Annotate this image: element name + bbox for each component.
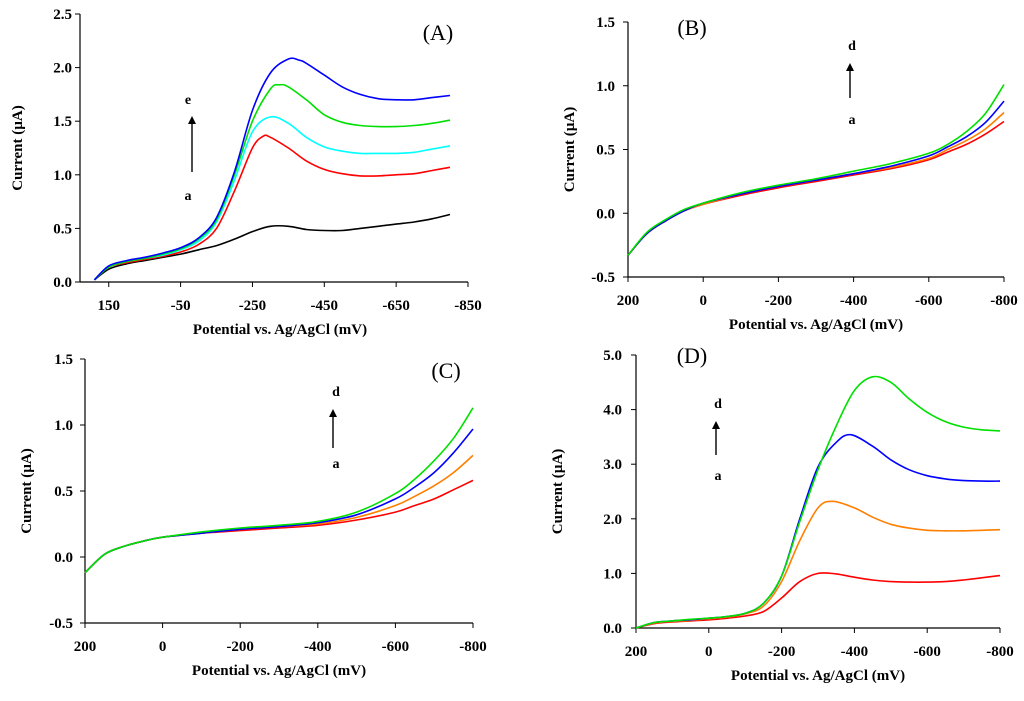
- y-tick-label: -0.5: [49, 616, 73, 632]
- panel-A: 0.0 0.5 1.0 1.5 2.0 2.5 150 -50 -250 -450 -650 -850…: [10, 7, 482, 338]
- x-tick-label: 0: [159, 639, 167, 655]
- annotation-bottom-label: a: [849, 113, 856, 128]
- x-tick-label: -600: [915, 293, 943, 309]
- series-line-b: [93, 134, 451, 281]
- series-line-a: [93, 213, 451, 281]
- y-tick-label: 5.0: [603, 348, 622, 364]
- x-tick-label: -650: [382, 298, 410, 314]
- y-axis-label: Current (µA): [10, 105, 26, 190]
- x-tick-label: 200: [617, 293, 640, 309]
- x-tick-label: -800: [990, 293, 1018, 309]
- annotation-arrow-head: [329, 409, 337, 417]
- series-line-d: [635, 375, 1001, 629]
- x-tick-label: -400: [304, 639, 332, 655]
- series-line-d: [627, 84, 1005, 256]
- x-tick-label: -400: [840, 293, 868, 309]
- y-tick-label: -0.5: [591, 270, 615, 286]
- y-tick-label: 0.5: [53, 221, 72, 237]
- y-tick-label: 1.0: [53, 168, 72, 184]
- y-tick-label: 4.0: [603, 403, 622, 419]
- y-tick-label: 2.0: [53, 61, 72, 77]
- y-tick-label: 1.0: [603, 566, 622, 582]
- series-line-d: [93, 83, 451, 281]
- y-tick-label: 3.0: [603, 457, 622, 473]
- y-tick-label: 0.0: [596, 206, 615, 222]
- y-tick-label: 1.0: [54, 418, 73, 434]
- x-tick-label: -200: [768, 644, 796, 660]
- x-axis-label: Potential vs. Ag/AgCl (mV): [192, 663, 366, 679]
- y-axis-label: Current (µA): [562, 107, 578, 192]
- series-line-c: [627, 100, 1005, 256]
- y-axis-label: Current (µA): [19, 448, 35, 533]
- annotation-arrow-head: [712, 421, 720, 429]
- panel-label: (B): [677, 15, 706, 40]
- annotation-arrow-head: [846, 63, 854, 71]
- series-line-a: [627, 120, 1005, 256]
- panel-C: -0.5 0.0 0.5 1.0 1.5 200 0 -200 -400 -600 -800 Pote…: [19, 352, 487, 679]
- y-tick-label: 1.5: [54, 352, 73, 368]
- y-tick-label: 0.0: [54, 550, 73, 566]
- annotation-top-label: d: [714, 397, 722, 412]
- y-tick-label: 2.5: [53, 7, 72, 23]
- series-line-b: [635, 500, 1001, 629]
- x-axis-label: Potential vs. Ag/AgCl (mV): [193, 322, 367, 338]
- x-tick-label: -600: [382, 639, 410, 655]
- y-tick-label: 0.0: [603, 621, 622, 637]
- x-tick-label: -50: [171, 298, 191, 314]
- annotation-bottom-label: a: [333, 457, 340, 472]
- series-line-c: [84, 428, 474, 574]
- y-tick-label: 0.0: [53, 275, 72, 291]
- panel-label: (D): [677, 343, 708, 368]
- x-tick-label: 0: [705, 644, 713, 660]
- series-line-c: [93, 115, 451, 281]
- y-tick-label: 1.5: [596, 15, 615, 31]
- annotation-bottom-label: a: [185, 189, 192, 204]
- x-tick-label: 200: [74, 639, 97, 655]
- x-tick-label: -200: [226, 639, 254, 655]
- series-line-e: [93, 57, 451, 281]
- x-tick-label: -800: [986, 644, 1014, 660]
- y-tick-label: 2.0: [603, 512, 622, 528]
- annotation-top-label: e: [185, 93, 191, 108]
- x-tick-label: 0: [699, 293, 707, 309]
- x-tick-label: -800: [459, 639, 487, 655]
- annotation-arrow-head: [188, 116, 196, 124]
- series-line-b: [627, 111, 1005, 256]
- x-tick-label: 200: [625, 644, 648, 660]
- x-tick-label: -400: [841, 644, 869, 660]
- series-line-b: [84, 454, 474, 574]
- x-tick-label: -850: [454, 298, 482, 314]
- x-axis-label: Potential vs. Ag/AgCl (mV): [729, 317, 903, 333]
- annotation-top-label: d: [848, 39, 856, 54]
- x-tick-label: -450: [311, 298, 339, 314]
- x-tick-label: -250: [239, 298, 267, 314]
- panel-B: -0.5 0.0 0.5 1.0 1.5 200 0 -200 -400 -600 -800 Pote…: [562, 15, 1018, 333]
- annotation-top-label: d: [332, 385, 340, 400]
- y-tick-label: 0.5: [54, 484, 73, 500]
- panel-label: (A): [423, 20, 454, 45]
- panel-label: (C): [431, 358, 460, 383]
- x-axis-label: Potential vs. Ag/AgCl (mV): [731, 668, 905, 684]
- annotation-bottom-label: a: [715, 469, 722, 484]
- y-tick-label: 0.5: [596, 143, 615, 159]
- x-tick-label: 150: [97, 298, 120, 314]
- panel-D: 0.0 1.0 2.0 3.0 4.0 5.0 200 0 -200 -400 -600 -800 Po…: [550, 343, 1014, 684]
- series-line-d: [84, 407, 474, 574]
- y-tick-label: 1.0: [596, 79, 615, 95]
- x-tick-label: -200: [765, 293, 793, 309]
- x-tick-label: -600: [913, 644, 941, 660]
- y-axis-label: Current (µA): [550, 449, 566, 534]
- y-tick-label: 1.5: [53, 114, 72, 130]
